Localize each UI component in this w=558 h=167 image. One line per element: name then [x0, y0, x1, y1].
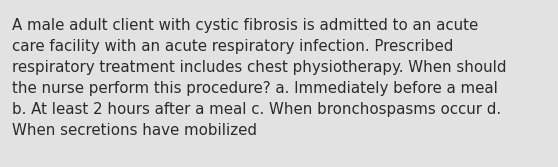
Text: A male adult client with cystic fibrosis is admitted to an acute
care facility w: A male adult client with cystic fibrosis…	[12, 18, 507, 138]
